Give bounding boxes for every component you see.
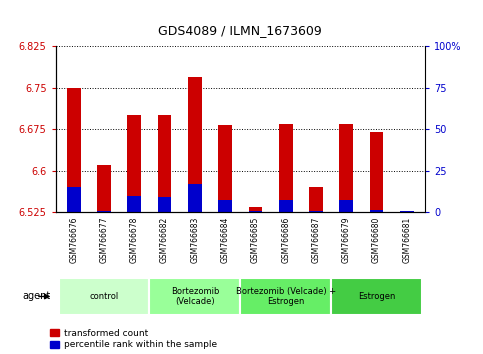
Bar: [331, 278, 422, 315]
Text: GSM766679: GSM766679: [342, 217, 351, 263]
Bar: [340, 200, 353, 212]
Bar: [158, 115, 171, 212]
Text: GSM766676: GSM766676: [69, 217, 78, 263]
Text: agent: agent: [23, 291, 51, 302]
Text: Bortezomib (Velcade) +
Estrogen: Bortezomib (Velcade) + Estrogen: [236, 287, 336, 306]
Bar: [340, 124, 353, 212]
Text: GDS4089 / ILMN_1673609: GDS4089 / ILMN_1673609: [158, 24, 322, 37]
Bar: [370, 210, 384, 212]
Text: GSM766685: GSM766685: [251, 217, 260, 263]
Bar: [279, 124, 293, 212]
Bar: [58, 278, 149, 315]
Bar: [218, 125, 232, 212]
Text: GSM766684: GSM766684: [221, 217, 229, 263]
Bar: [158, 197, 171, 212]
Bar: [128, 196, 141, 212]
Bar: [188, 76, 202, 212]
Bar: [370, 132, 384, 212]
Bar: [128, 115, 141, 212]
Bar: [97, 211, 111, 212]
Bar: [97, 165, 111, 212]
Text: Bortezomib
(Velcade): Bortezomib (Velcade): [170, 287, 219, 306]
Bar: [188, 184, 202, 212]
Bar: [67, 88, 81, 212]
Bar: [400, 211, 413, 212]
Bar: [218, 200, 232, 212]
Text: GSM766677: GSM766677: [99, 217, 109, 263]
Text: Estrogen: Estrogen: [358, 292, 395, 301]
Text: GSM766686: GSM766686: [281, 217, 290, 263]
Bar: [309, 188, 323, 212]
Bar: [149, 278, 241, 315]
Text: GSM766680: GSM766680: [372, 217, 381, 263]
Text: GSM766683: GSM766683: [190, 217, 199, 263]
Legend: transformed count, percentile rank within the sample: transformed count, percentile rank withi…: [50, 329, 217, 349]
Bar: [249, 207, 262, 212]
Bar: [241, 278, 331, 315]
Bar: [249, 211, 262, 212]
Text: GSM766687: GSM766687: [312, 217, 321, 263]
Bar: [309, 211, 323, 212]
Text: GSM766681: GSM766681: [402, 217, 412, 263]
Text: control: control: [89, 292, 119, 301]
Text: GSM766678: GSM766678: [130, 217, 139, 263]
Bar: [400, 211, 413, 212]
Text: GSM766682: GSM766682: [160, 217, 169, 263]
Bar: [67, 187, 81, 212]
Bar: [279, 200, 293, 212]
